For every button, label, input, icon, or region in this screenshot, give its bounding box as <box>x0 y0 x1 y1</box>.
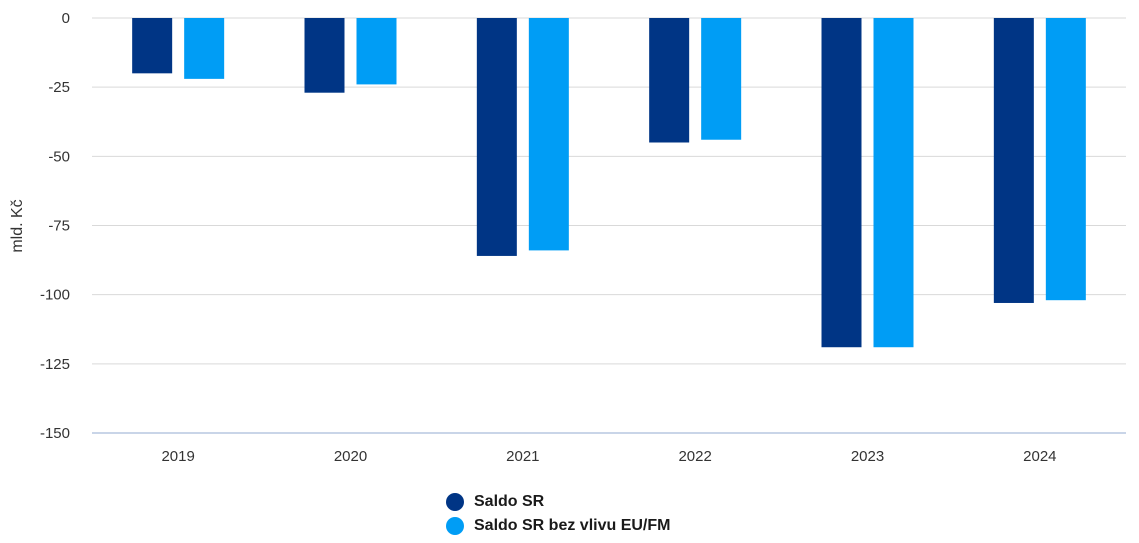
y-tick-label: -50 <box>48 148 70 165</box>
x-tick-label: 2021 <box>506 448 539 465</box>
axes: 0 -25 -50 -75 -100 -125 -150 2019 2020 2021 2022 20… <box>40 10 1126 465</box>
y-tick-label: -100 <box>40 287 70 304</box>
bar-2022-series-2[interactable] <box>701 18 742 140</box>
bar-2022-series-1[interactable] <box>649 18 690 143</box>
y-tick-label: 0 <box>62 10 70 27</box>
bar-2024-series-2[interactable] <box>1045 18 1086 301</box>
y-tick-label: -150 <box>40 425 70 442</box>
bar-2021-series-2[interactable] <box>528 18 569 251</box>
x-tick-label: 2020 <box>334 448 367 465</box>
x-tick-label: 2024 <box>1023 448 1056 465</box>
bars <box>132 18 1086 348</box>
bar-2020-series-1[interactable] <box>304 18 345 93</box>
x-tick-label: 2022 <box>678 448 711 465</box>
bar-2023-series-2[interactable] <box>873 18 914 348</box>
y-tick-label: -25 <box>48 79 70 96</box>
y-axis-title: mld. Kč <box>9 199 26 252</box>
legend-item-saldo-sr-bez-vlivu[interactable]: Saldo SR bez vlivu EU/FM <box>446 514 670 538</box>
x-tick-label: 2023 <box>851 448 884 465</box>
legend-marker <box>446 493 464 511</box>
bar-2024-series-1[interactable] <box>993 18 1034 303</box>
y-tick-label: -75 <box>48 218 70 235</box>
legend-label: Saldo SR bez vlivu EU/FM <box>474 517 671 534</box>
bar-2023-series-1[interactable] <box>821 18 862 348</box>
bar-2020-series-2[interactable] <box>356 18 397 85</box>
bar-chart: 0 -25 -50 -75 -100 -125 -150 2019 2020 2021 2022 20… <box>9 10 1126 465</box>
gridlines <box>92 17 1126 365</box>
legend-label: Saldo SR <box>474 493 545 510</box>
bar-2021-series-1[interactable] <box>476 18 517 256</box>
bar-2019-series-1[interactable] <box>132 18 173 74</box>
x-tick-label: 2019 <box>161 448 194 465</box>
legend: Saldo SR Saldo SR bez vlivu EU/FM <box>446 490 670 538</box>
y-tick-label: -125 <box>40 356 70 373</box>
legend-marker <box>446 517 464 535</box>
bar-2019-series-2[interactable] <box>184 18 225 79</box>
legend-item-saldo-sr[interactable]: Saldo SR <box>446 490 670 514</box>
